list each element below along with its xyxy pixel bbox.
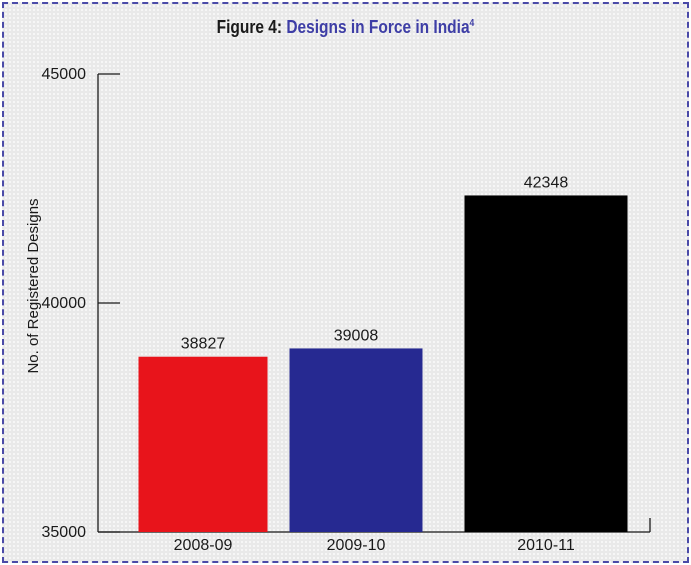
y-ticks: 35000 40000 45000	[42, 66, 120, 541]
bar-value-label: 38827	[181, 336, 226, 353]
bar	[289, 348, 423, 532]
x-tick-label: 2009-10	[327, 537, 386, 554]
x-tick-label: 2010-11	[517, 537, 575, 554]
chart-title-prefix: Figure 4:	[216, 17, 287, 37]
bars: 38827 39008 42348	[138, 174, 628, 532]
chart-title-footnote: 4	[469, 18, 475, 29]
y-tick-label: 45000	[42, 66, 87, 83]
chart-title: Figure 4: Designs in Force in India4	[48, 17, 642, 38]
bar	[138, 356, 268, 532]
bar-value-label: 39008	[334, 327, 379, 344]
y-tick-label: 35000	[42, 524, 87, 541]
x-tick-labels: 2008-09 2009-10 2010-11	[174, 537, 575, 554]
y-tick-label: 40000	[42, 295, 87, 312]
y-axis-label: No. of Registered Designs	[25, 198, 42, 373]
x-tick-label: 2008-09	[174, 537, 233, 554]
chart-title-main: Designs in Force in India	[286, 17, 470, 37]
bar-value-label: 42348	[524, 174, 569, 191]
bar	[464, 195, 628, 532]
